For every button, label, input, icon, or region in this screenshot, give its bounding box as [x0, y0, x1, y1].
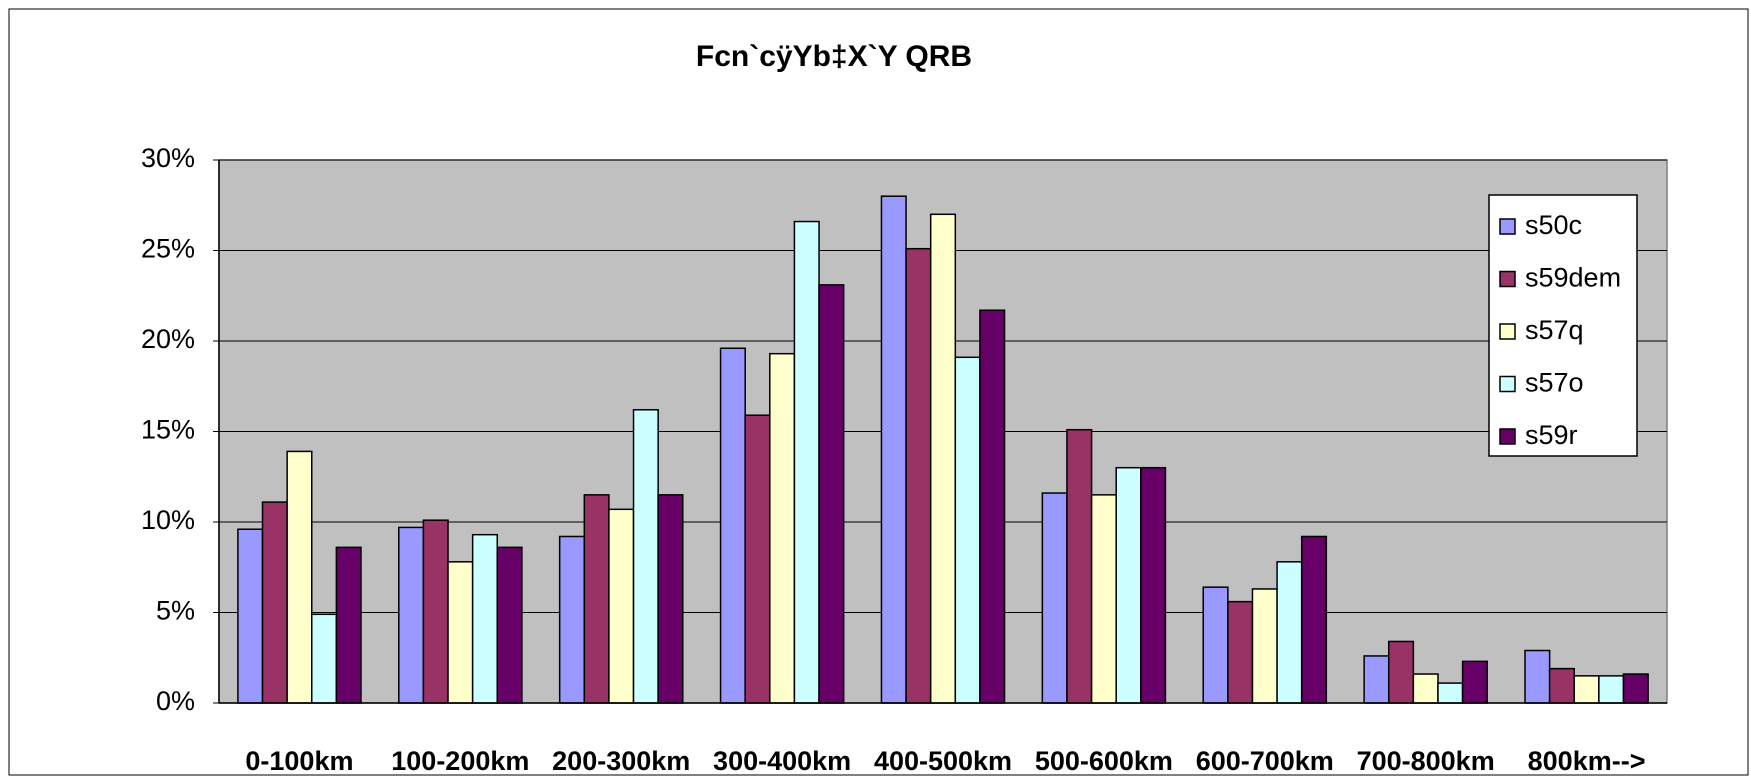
- bar: [311, 613, 338, 704]
- x-tick-label: 0-100km: [245, 746, 353, 776]
- bar: [1363, 655, 1390, 704]
- chart-title: Fcn`cÿYb‡X`Y QRB: [696, 40, 972, 73]
- bar: [422, 519, 449, 704]
- bar: [1227, 600, 1254, 704]
- bar: [1300, 535, 1328, 704]
- legend-label: s59dem: [1525, 263, 1621, 293]
- bar: [471, 533, 499, 704]
- bar: [1202, 586, 1229, 704]
- bar: [1387, 640, 1415, 704]
- bar: [1090, 494, 1117, 704]
- bar: [719, 347, 746, 704]
- y-tick-label: 15%: [141, 415, 195, 445]
- bar: [1276, 561, 1303, 704]
- legend-label: s57q: [1525, 315, 1584, 345]
- bar: [558, 535, 586, 704]
- bar: [1461, 660, 1488, 704]
- bar: [657, 494, 684, 704]
- bar: [905, 247, 932, 704]
- bar: [632, 409, 659, 704]
- bar: [583, 494, 610, 704]
- bar: [496, 546, 523, 704]
- bar: [1140, 466, 1167, 704]
- x-tick-label: 200-300km: [552, 746, 690, 776]
- bar: [398, 526, 425, 704]
- bar: [1041, 492, 1068, 704]
- x-tick-label: 600-700km: [1196, 746, 1334, 776]
- bar: [447, 561, 474, 704]
- bar: [1115, 466, 1142, 704]
- bar: [237, 528, 264, 704]
- bar: [1573, 675, 1600, 704]
- y-tick-label: 0%: [156, 686, 195, 716]
- bar: [335, 546, 362, 704]
- x-tick-label: 100-200km: [391, 746, 529, 776]
- legend-swatch: [1499, 323, 1516, 340]
- bar: [1412, 673, 1439, 704]
- x-tick-label: 400-500km: [874, 746, 1012, 776]
- bar: [979, 309, 1006, 704]
- legend-swatch: [1499, 428, 1516, 445]
- bar: [1524, 649, 1551, 704]
- bar: [954, 356, 981, 704]
- bar: [880, 195, 907, 704]
- x-tick-label: 800km-->: [1528, 746, 1646, 776]
- bar: [261, 501, 288, 704]
- x-tick-label: 500-600km: [1035, 746, 1173, 776]
- bar: [769, 352, 796, 704]
- bar: [929, 213, 957, 704]
- bar: [744, 414, 771, 704]
- bar: [1622, 673, 1649, 704]
- bar: [793, 220, 820, 704]
- y-tick-label: 25%: [141, 234, 195, 264]
- bar: [818, 284, 845, 704]
- y-tick-label: 30%: [141, 143, 195, 173]
- y-tick-label: 20%: [141, 324, 195, 354]
- bar: [1066, 428, 1093, 704]
- bar: [608, 508, 635, 704]
- bar: [1548, 667, 1575, 704]
- legend-label: s59r: [1525, 420, 1578, 450]
- legend-label: s50c: [1525, 210, 1582, 240]
- bar: [286, 450, 313, 704]
- x-tick-label: 700-800km: [1357, 746, 1495, 776]
- legend-swatch: [1499, 218, 1516, 235]
- y-tick-label: 10%: [141, 505, 195, 535]
- legend-label: s57o: [1525, 368, 1584, 398]
- x-tick-label: 300-400km: [713, 746, 851, 776]
- legend-swatch: [1499, 270, 1516, 288]
- bar: [1598, 675, 1625, 704]
- bar: [1437, 682, 1464, 704]
- legend-swatch: [1499, 375, 1516, 393]
- bar: [1251, 588, 1278, 704]
- y-tick-label: 5%: [156, 596, 195, 626]
